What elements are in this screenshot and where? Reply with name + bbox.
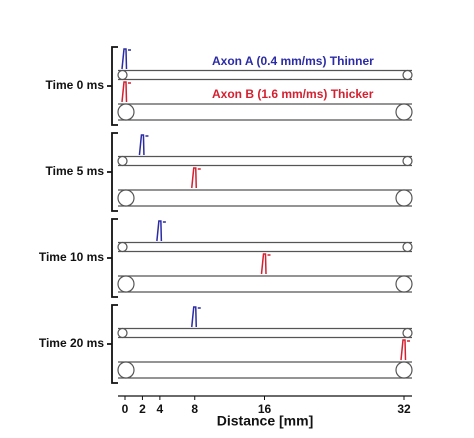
axon	[118, 155, 412, 167]
axon-end	[117, 69, 128, 81]
axon-end	[117, 155, 128, 167]
axon-end	[117, 275, 135, 293]
axon	[118, 189, 412, 207]
panel-label: Time 10 ms	[39, 250, 104, 264]
axon-end	[402, 241, 413, 253]
x-tick-label: 0	[122, 402, 129, 416]
spike	[121, 81, 131, 103]
axon-end	[395, 103, 413, 121]
bracket	[107, 304, 118, 384]
axon	[118, 103, 412, 121]
spike	[260, 253, 271, 275]
spike	[121, 48, 131, 70]
axon-end	[117, 103, 135, 121]
x-tick-label: 2	[139, 402, 146, 416]
spike	[191, 306, 201, 328]
x-tick-label: 32	[397, 402, 411, 416]
spike	[191, 167, 201, 189]
spike	[138, 134, 149, 156]
axon-end	[117, 241, 128, 253]
legend-label: Axon B (1.6 mm/ms) Thicker	[212, 87, 374, 101]
x-tick-label: 8	[191, 402, 198, 416]
axon	[118, 327, 412, 339]
bracket	[107, 46, 118, 126]
axon	[118, 275, 412, 293]
axon	[118, 69, 412, 81]
bracket	[107, 132, 118, 212]
axon-end	[117, 189, 135, 207]
axon	[118, 361, 412, 379]
axon-end	[117, 327, 128, 339]
axon-end	[402, 327, 413, 339]
spike	[156, 220, 166, 242]
panel-label: Time 5 ms	[46, 164, 105, 178]
legend-label: Axon A (0.4 mm/ms) Thinner	[212, 54, 374, 68]
axon-end	[117, 361, 135, 379]
axon-end	[402, 155, 413, 167]
axon-end	[395, 275, 413, 293]
x-axis-label: Distance [mm]	[217, 413, 313, 429]
bracket	[107, 218, 118, 298]
spike	[400, 339, 410, 361]
panel-label: Time 20 ms	[39, 336, 104, 350]
panel-label: Time 0 ms	[46, 78, 105, 92]
axon	[118, 241, 412, 253]
x-tick-label: 16	[258, 402, 272, 416]
axon-end	[402, 69, 413, 81]
axon-end	[395, 189, 413, 207]
x-tick-label: 4	[157, 402, 164, 416]
axon-end	[395, 361, 413, 379]
